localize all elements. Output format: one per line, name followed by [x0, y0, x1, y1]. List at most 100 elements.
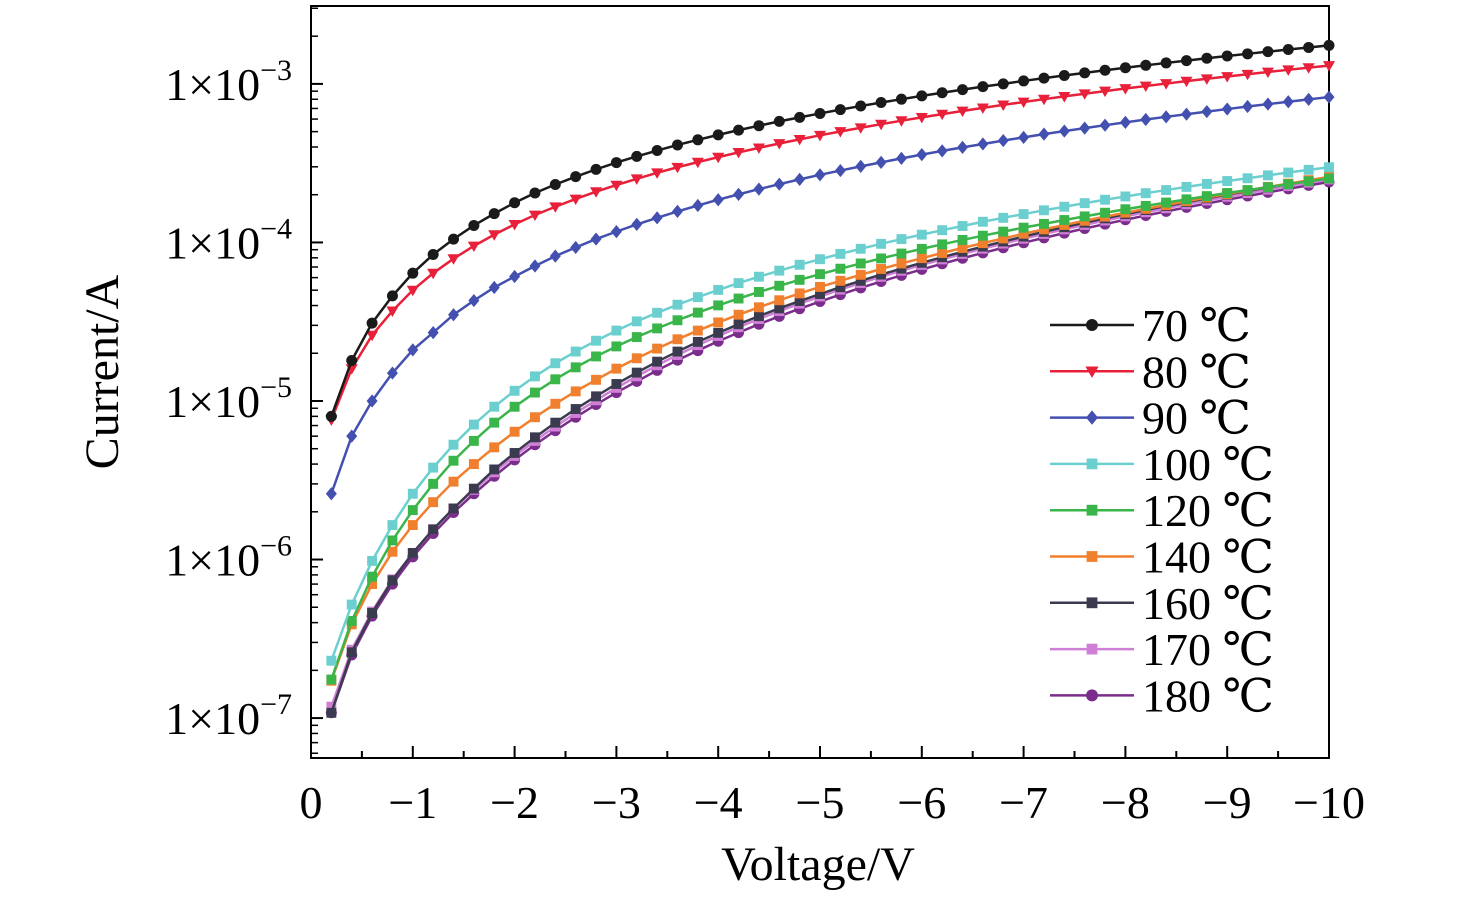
- series-5: [326, 173, 1334, 685]
- x-tick-label: −6: [897, 777, 946, 828]
- data-point: [1059, 215, 1070, 225]
- legend-entry: 140 ℃: [1050, 532, 1274, 583]
- data-point: [570, 240, 582, 255]
- data-point: [1140, 200, 1151, 211]
- data-point: [550, 358, 561, 369]
- data-point: [813, 130, 827, 142]
- data-point: [895, 116, 908, 127]
- data-point: [1180, 107, 1192, 121]
- data-point: [957, 221, 968, 231]
- data-point: [1086, 551, 1098, 562]
- data-point: [366, 394, 378, 408]
- data-point: [895, 93, 907, 105]
- legend-entry: 170 ℃: [1050, 624, 1274, 675]
- data-point: [1079, 198, 1090, 209]
- data-point: [713, 317, 724, 328]
- data-point: [794, 274, 805, 285]
- data-point: [1180, 76, 1193, 88]
- data-point: [774, 280, 785, 291]
- data-point: [611, 341, 622, 352]
- data-point: [407, 520, 418, 531]
- data-point: [468, 483, 479, 494]
- data-point: [1039, 218, 1049, 229]
- data-point: [529, 187, 541, 199]
- series-4: [326, 162, 1334, 666]
- x-tick-label: −4: [694, 777, 743, 828]
- data-point: [855, 275, 866, 286]
- data-point: [346, 615, 357, 626]
- data-point: [712, 193, 724, 207]
- data-point: [733, 278, 744, 289]
- data-point: [591, 391, 601, 402]
- x-tick-label: −1: [388, 777, 437, 828]
- data-point: [448, 233, 460, 245]
- data-point: [977, 137, 989, 151]
- data-point: [671, 204, 683, 218]
- data-point: [590, 163, 602, 175]
- data-point: [1086, 410, 1098, 425]
- data-point: [489, 401, 500, 412]
- data-point: [1086, 643, 1098, 655]
- data-point: [753, 287, 764, 297]
- data-point: [1282, 65, 1295, 76]
- data-point: [1018, 209, 1029, 220]
- data-point: [773, 139, 786, 150]
- x-tick-label: −10: [1293, 777, 1365, 828]
- data-point: [672, 299, 683, 310]
- data-point: [1039, 224, 1049, 235]
- data-point: [610, 225, 622, 239]
- data-point: [428, 462, 439, 473]
- data-point: [773, 177, 785, 191]
- data-point: [652, 356, 663, 367]
- data-point: [1261, 67, 1274, 79]
- data-point: [752, 143, 765, 154]
- data-point: [814, 168, 826, 182]
- data-point: [835, 248, 846, 259]
- data-point: [406, 285, 419, 297]
- data-point: [1181, 194, 1192, 205]
- data-point: [855, 100, 867, 112]
- data-point: [1119, 62, 1131, 74]
- data-point: [733, 124, 745, 136]
- data-point: [1058, 124, 1070, 138]
- series-3: [325, 90, 1335, 501]
- data-point: [611, 325, 622, 336]
- data-point: [610, 180, 623, 192]
- data-point: [407, 505, 418, 516]
- data-point: [1241, 69, 1254, 81]
- data-point: [448, 503, 459, 514]
- data-point: [387, 546, 398, 557]
- data-point: [1161, 185, 1172, 196]
- data-point: [1160, 57, 1172, 69]
- data-point: [651, 168, 664, 179]
- data-point: [896, 258, 907, 269]
- data-point: [570, 171, 582, 183]
- data-point: [1079, 211, 1090, 222]
- data-point: [1140, 188, 1151, 199]
- data-point: [956, 106, 969, 118]
- data-point: [509, 401, 520, 412]
- data-point: [1324, 162, 1334, 173]
- data-point: [998, 226, 1009, 237]
- data-point: [997, 133, 1009, 148]
- data-point: [1079, 121, 1091, 135]
- data-point: [671, 139, 683, 151]
- data-point: [1058, 69, 1070, 81]
- data-point: [1160, 110, 1172, 124]
- data-point: [1039, 205, 1049, 216]
- data-point: [1221, 72, 1234, 83]
- data-point: [773, 115, 785, 127]
- x-tick-label: −5: [796, 777, 845, 828]
- data-point: [1120, 204, 1131, 215]
- data-point: [589, 187, 603, 198]
- data-point: [1242, 99, 1254, 114]
- data-point: [509, 385, 520, 396]
- data-point: [855, 159, 867, 173]
- data-point: [1262, 170, 1273, 181]
- data-point: [815, 254, 825, 265]
- data-point: [1200, 74, 1213, 85]
- data-point: [651, 145, 663, 157]
- data-point: [570, 362, 581, 373]
- data-point: [570, 346, 581, 357]
- data-point: [834, 163, 846, 178]
